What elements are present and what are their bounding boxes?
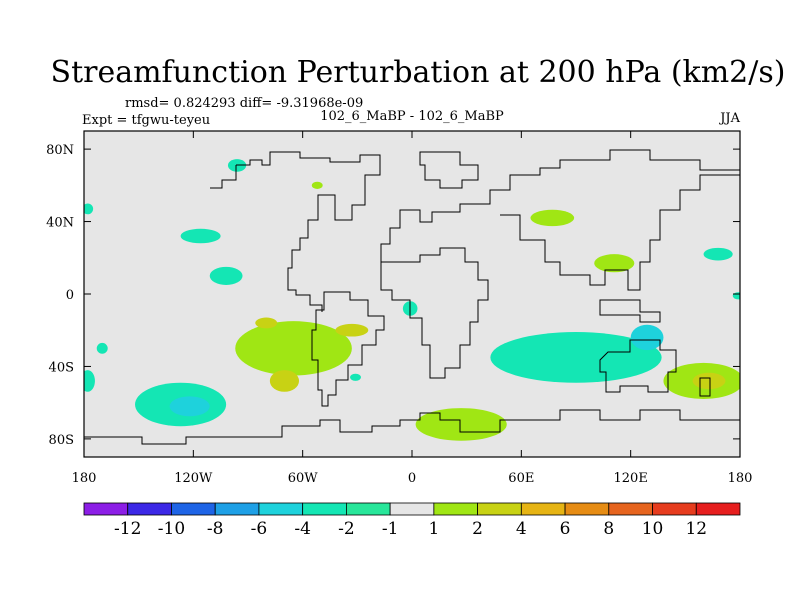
anomaly-argentina-core (269, 370, 300, 392)
colorbar-label: 8 (603, 519, 614, 539)
europe-coastline (380, 149, 740, 262)
plot-area (83, 130, 741, 458)
colorbar-label: 12 (685, 519, 707, 539)
anomaly-east-asia (594, 254, 635, 273)
colorbar-label: -12 (114, 519, 141, 539)
y-axis: 80N 40N 0 40S 80S (46, 143, 740, 448)
x-tick-label: 60W (288, 471, 319, 486)
y-tick-label: 80N (46, 143, 74, 158)
anomaly-southern-ocean-atlantic (415, 408, 507, 441)
experiment-label: Expt = tfgwu-teyeu (82, 113, 210, 128)
colorbar-label: -1 (382, 519, 399, 539)
anomaly-west-edge-south (84, 370, 95, 392)
anomaly-north-pacific (180, 228, 221, 244)
colorbar-label: -6 (251, 519, 268, 539)
colorbar-label: 10 (642, 519, 664, 539)
south-america-coastline (311, 291, 385, 407)
colorbar-swatch (171, 502, 216, 516)
north-america-coastline (236, 151, 381, 312)
colorbar-swatch (695, 502, 741, 516)
alaska-coastline (210, 165, 237, 189)
colorbar-swatch (127, 502, 172, 516)
antarctica-coastline (84, 409, 740, 445)
new-zealand-coastline (699, 377, 711, 397)
australia-coastline (599, 339, 677, 393)
anomaly-eastern-pacific (209, 266, 243, 285)
colorbar-label: 6 (560, 519, 571, 539)
x-tick-label: 120E (614, 471, 648, 486)
y-tick-label: 40S (49, 360, 74, 375)
anomaly-field (84, 159, 740, 441)
colorbar-swatch (564, 502, 610, 516)
anomaly-south-atlantic-small (350, 373, 361, 381)
x-tick-label: 180 (728, 471, 753, 486)
x-tick-label: 180 (72, 471, 97, 486)
colorbar-swatch (477, 502, 522, 516)
colorbar-swatch (433, 502, 479, 516)
anomaly-dateline-south (96, 342, 108, 354)
colorbar-swatch (389, 502, 435, 516)
anomaly-canada (311, 181, 323, 189)
colorbar-swatch (214, 502, 260, 516)
anomaly-west-asia (530, 209, 575, 227)
colorbar-label: 1 (428, 519, 439, 539)
colorbar-swatch (258, 502, 304, 516)
anomaly-east-edge (732, 292, 740, 300)
anomaly-sh-atlantic-arc (235, 321, 352, 376)
stats-line: rmsd= 0.824293 diff= -9.31968e-09 (125, 96, 363, 111)
x-axis: 180 120W 60W 0 60E 120E 180 (72, 131, 753, 486)
colorbar-label: -2 (338, 519, 355, 539)
colorbar-swatch (520, 502, 566, 516)
colorbar-swatch (652, 502, 697, 516)
y-tick-label: 80S (49, 433, 74, 448)
colorbar-label: -4 (294, 519, 311, 539)
y-tick-label: 40N (46, 216, 74, 231)
anomaly-indo-pacific-arc (490, 332, 662, 383)
x-tick-label: 60E (508, 471, 534, 486)
colorbar-label: 2 (472, 519, 483, 539)
comparison-label: 102_6_MaBP - 102_6_MaBP (320, 109, 504, 124)
colorbar-swatch (345, 502, 391, 516)
anomaly-indo-pacific-core (630, 324, 664, 351)
anomaly-north-pacific-east (703, 247, 733, 261)
asia-coastline (500, 174, 740, 291)
chart-title: Streamfunction Perturbation at 200 hPa (… (51, 55, 786, 90)
anomaly-sh-pacific-east-core (692, 372, 726, 390)
africa-coastline (380, 247, 489, 379)
colorbar: -12 -10 -8 -6 -4 -2 -1 1 2 4 6 8 10 12 (83, 502, 741, 539)
greenland-coastline (419, 151, 479, 189)
colorbar-label: -10 (158, 519, 185, 539)
colorbar-swatch (608, 502, 653, 516)
anomaly-sh-atlantic-arc-core (255, 317, 278, 329)
colorbar-label: 4 (516, 519, 527, 539)
x-tick-label: 0 (408, 471, 416, 486)
coastlines (84, 149, 740, 445)
colorbar-swatch (302, 502, 347, 516)
anomaly-south-atlantic-core (335, 323, 369, 337)
anomaly-west-edge-north (84, 203, 94, 215)
maritime-continent-coastline (599, 299, 661, 323)
anomaly-sh-pacific-core (169, 396, 210, 417)
season-label: JJA (718, 111, 740, 126)
colorbar-swatch (83, 502, 129, 516)
x-tick-label: 120W (174, 471, 213, 486)
y-tick-label: 0 (66, 288, 74, 303)
colorbar-label: -8 (207, 519, 224, 539)
